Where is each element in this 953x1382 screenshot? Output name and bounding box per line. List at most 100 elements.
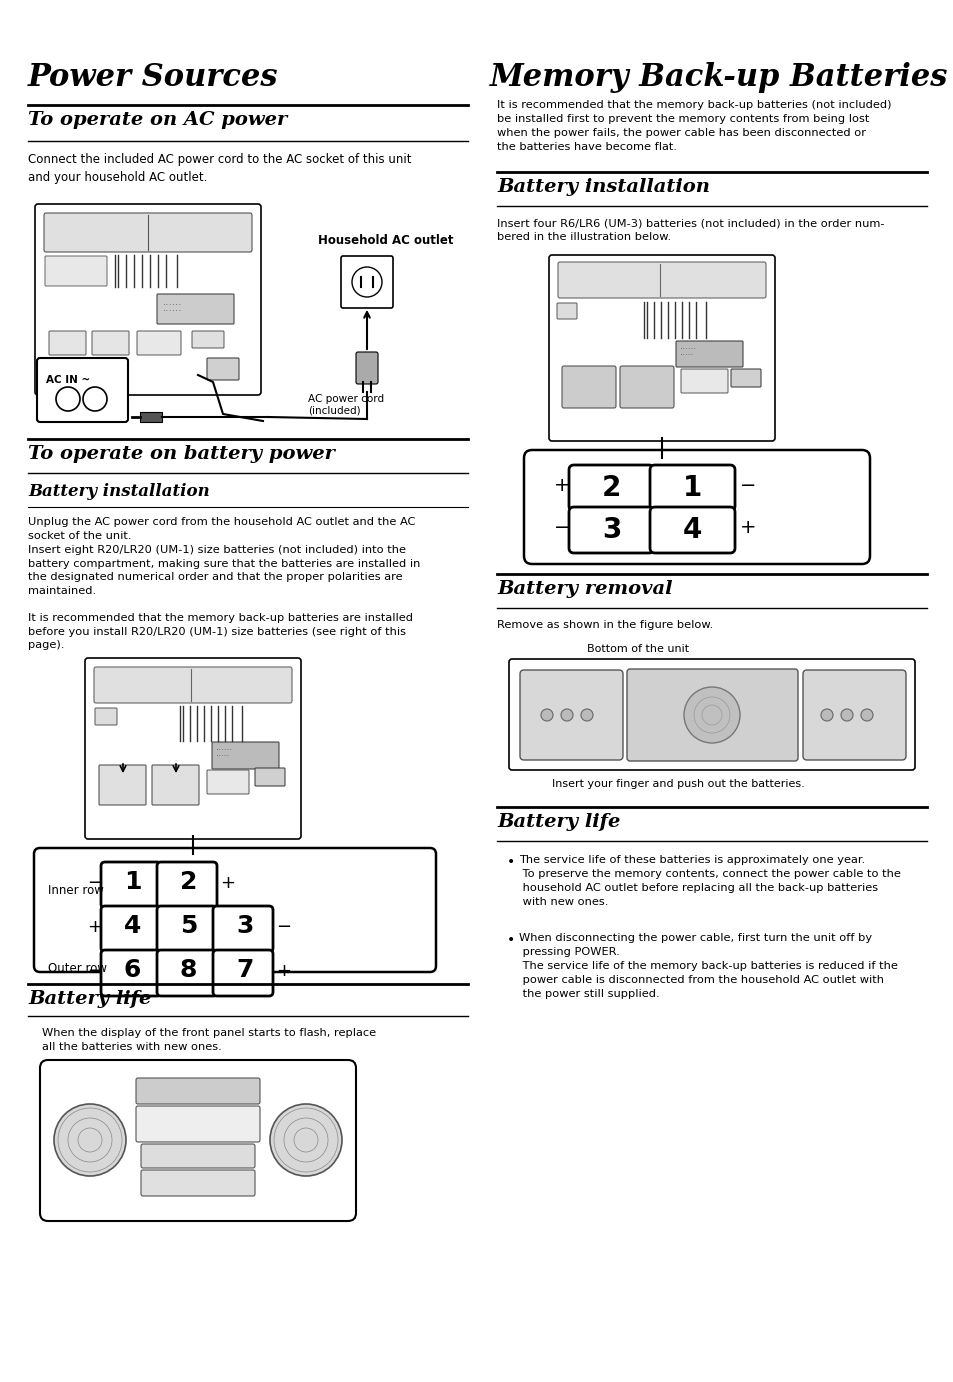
FancyBboxPatch shape [568, 507, 654, 553]
Text: ......
.....: ...... ..... [215, 746, 233, 757]
Text: It is recommended that the memory back-up batteries (not included)
be installed : It is recommended that the memory back-u… [497, 100, 890, 152]
Circle shape [83, 387, 107, 410]
FancyBboxPatch shape [44, 213, 252, 252]
FancyBboxPatch shape [548, 256, 774, 441]
FancyBboxPatch shape [213, 907, 273, 952]
Circle shape [580, 709, 593, 721]
FancyBboxPatch shape [49, 332, 86, 355]
FancyBboxPatch shape [207, 358, 239, 380]
FancyBboxPatch shape [99, 766, 146, 804]
Text: Inner row: Inner row [48, 884, 104, 897]
Text: Remove as shown in the figure below.: Remove as shown in the figure below. [497, 621, 713, 630]
FancyBboxPatch shape [523, 451, 869, 564]
Text: AC IN ~: AC IN ~ [46, 375, 91, 386]
Circle shape [270, 1104, 341, 1176]
Text: +: + [740, 518, 756, 538]
FancyBboxPatch shape [101, 907, 161, 952]
FancyBboxPatch shape [619, 366, 673, 408]
Text: −: − [740, 475, 756, 495]
FancyBboxPatch shape [626, 669, 797, 761]
FancyBboxPatch shape [85, 658, 301, 839]
Text: Power Sources: Power Sources [28, 62, 278, 93]
FancyBboxPatch shape [157, 907, 216, 952]
FancyBboxPatch shape [157, 294, 233, 323]
FancyBboxPatch shape [37, 358, 128, 422]
FancyBboxPatch shape [101, 862, 161, 908]
Circle shape [560, 709, 573, 721]
Bar [140, 412, 162, 422]
FancyBboxPatch shape [141, 1144, 254, 1168]
Text: •: • [506, 855, 515, 869]
Text: Insert four R6/LR6 (UM-3) batteries (not included) in the order num-
bered in th: Insert four R6/LR6 (UM-3) batteries (not… [497, 218, 883, 242]
FancyBboxPatch shape [137, 332, 181, 355]
FancyBboxPatch shape [680, 369, 727, 392]
Text: Battery installation: Battery installation [28, 482, 210, 500]
Text: Outer row: Outer row [48, 962, 107, 974]
Text: 2: 2 [180, 871, 197, 894]
Text: +: + [275, 962, 291, 980]
Text: 2: 2 [601, 474, 620, 502]
Text: It is recommended that the memory back-up batteries are installed
before you ins: It is recommended that the memory back-u… [28, 614, 413, 650]
Circle shape [352, 267, 381, 297]
Text: To operate on AC power: To operate on AC power [28, 111, 287, 129]
Circle shape [861, 709, 872, 721]
Text: +: + [220, 873, 234, 891]
Text: 4: 4 [682, 515, 701, 545]
FancyBboxPatch shape [152, 766, 199, 804]
FancyBboxPatch shape [558, 263, 765, 299]
FancyBboxPatch shape [519, 670, 622, 760]
Text: +: + [87, 918, 102, 936]
FancyBboxPatch shape [207, 770, 249, 795]
FancyBboxPatch shape [509, 659, 914, 770]
Text: AC power cord
(included): AC power cord (included) [308, 394, 384, 416]
Circle shape [54, 1104, 126, 1176]
Text: Battery installation: Battery installation [497, 178, 709, 196]
Circle shape [540, 709, 553, 721]
Text: The service life of these batteries is approximately one year.
 To preserve the : The service life of these batteries is a… [518, 855, 900, 907]
FancyBboxPatch shape [34, 849, 436, 972]
FancyBboxPatch shape [355, 352, 377, 384]
Circle shape [841, 709, 852, 721]
FancyBboxPatch shape [649, 464, 734, 511]
FancyBboxPatch shape [157, 862, 216, 908]
FancyBboxPatch shape [45, 256, 107, 286]
Text: When the display of the front panel starts to flash, replace
all the batteries w: When the display of the front panel star… [42, 1028, 375, 1052]
Text: Insert your finger and push out the batteries.: Insert your finger and push out the batt… [552, 779, 804, 789]
FancyBboxPatch shape [35, 205, 261, 395]
Text: Bottom of the unit: Bottom of the unit [586, 644, 688, 654]
Text: ......
.....: ...... ..... [679, 346, 697, 355]
Text: +: + [554, 475, 570, 495]
Text: 6: 6 [124, 958, 141, 983]
FancyBboxPatch shape [40, 1060, 355, 1222]
Text: Unplug the AC power cord from the household AC outlet and the AC
socket of the u: Unplug the AC power cord from the househ… [28, 517, 415, 540]
FancyBboxPatch shape [212, 742, 278, 768]
Text: Connect the included AC power cord to the AC socket of this unit
and your househ: Connect the included AC power cord to th… [28, 153, 411, 184]
FancyBboxPatch shape [568, 464, 654, 511]
FancyBboxPatch shape [95, 708, 117, 726]
Text: 3: 3 [235, 914, 253, 938]
Text: Battery life: Battery life [28, 990, 152, 1007]
FancyBboxPatch shape [91, 332, 129, 355]
Text: •: • [506, 933, 515, 947]
Circle shape [821, 709, 832, 721]
FancyBboxPatch shape [136, 1106, 260, 1142]
Text: 1: 1 [682, 474, 701, 502]
Text: 3: 3 [601, 515, 620, 545]
Text: 1: 1 [124, 871, 141, 894]
FancyBboxPatch shape [676, 341, 742, 368]
FancyBboxPatch shape [561, 366, 616, 408]
Circle shape [56, 387, 80, 410]
Text: 7: 7 [235, 958, 253, 983]
Text: 5: 5 [180, 914, 197, 938]
Text: To operate on battery power: To operate on battery power [28, 445, 335, 463]
FancyBboxPatch shape [802, 670, 905, 760]
Text: Battery removal: Battery removal [497, 580, 672, 598]
FancyBboxPatch shape [94, 668, 292, 703]
Text: −: − [275, 918, 291, 936]
FancyBboxPatch shape [213, 949, 273, 996]
FancyBboxPatch shape [141, 1171, 254, 1195]
Text: Household AC outlet: Household AC outlet [317, 234, 453, 247]
Text: −: − [87, 962, 102, 980]
Text: When disconnecting the power cable, first turn the unit off by
 pressing POWER.
: When disconnecting the power cable, firs… [518, 933, 897, 999]
Text: −: − [87, 873, 102, 891]
